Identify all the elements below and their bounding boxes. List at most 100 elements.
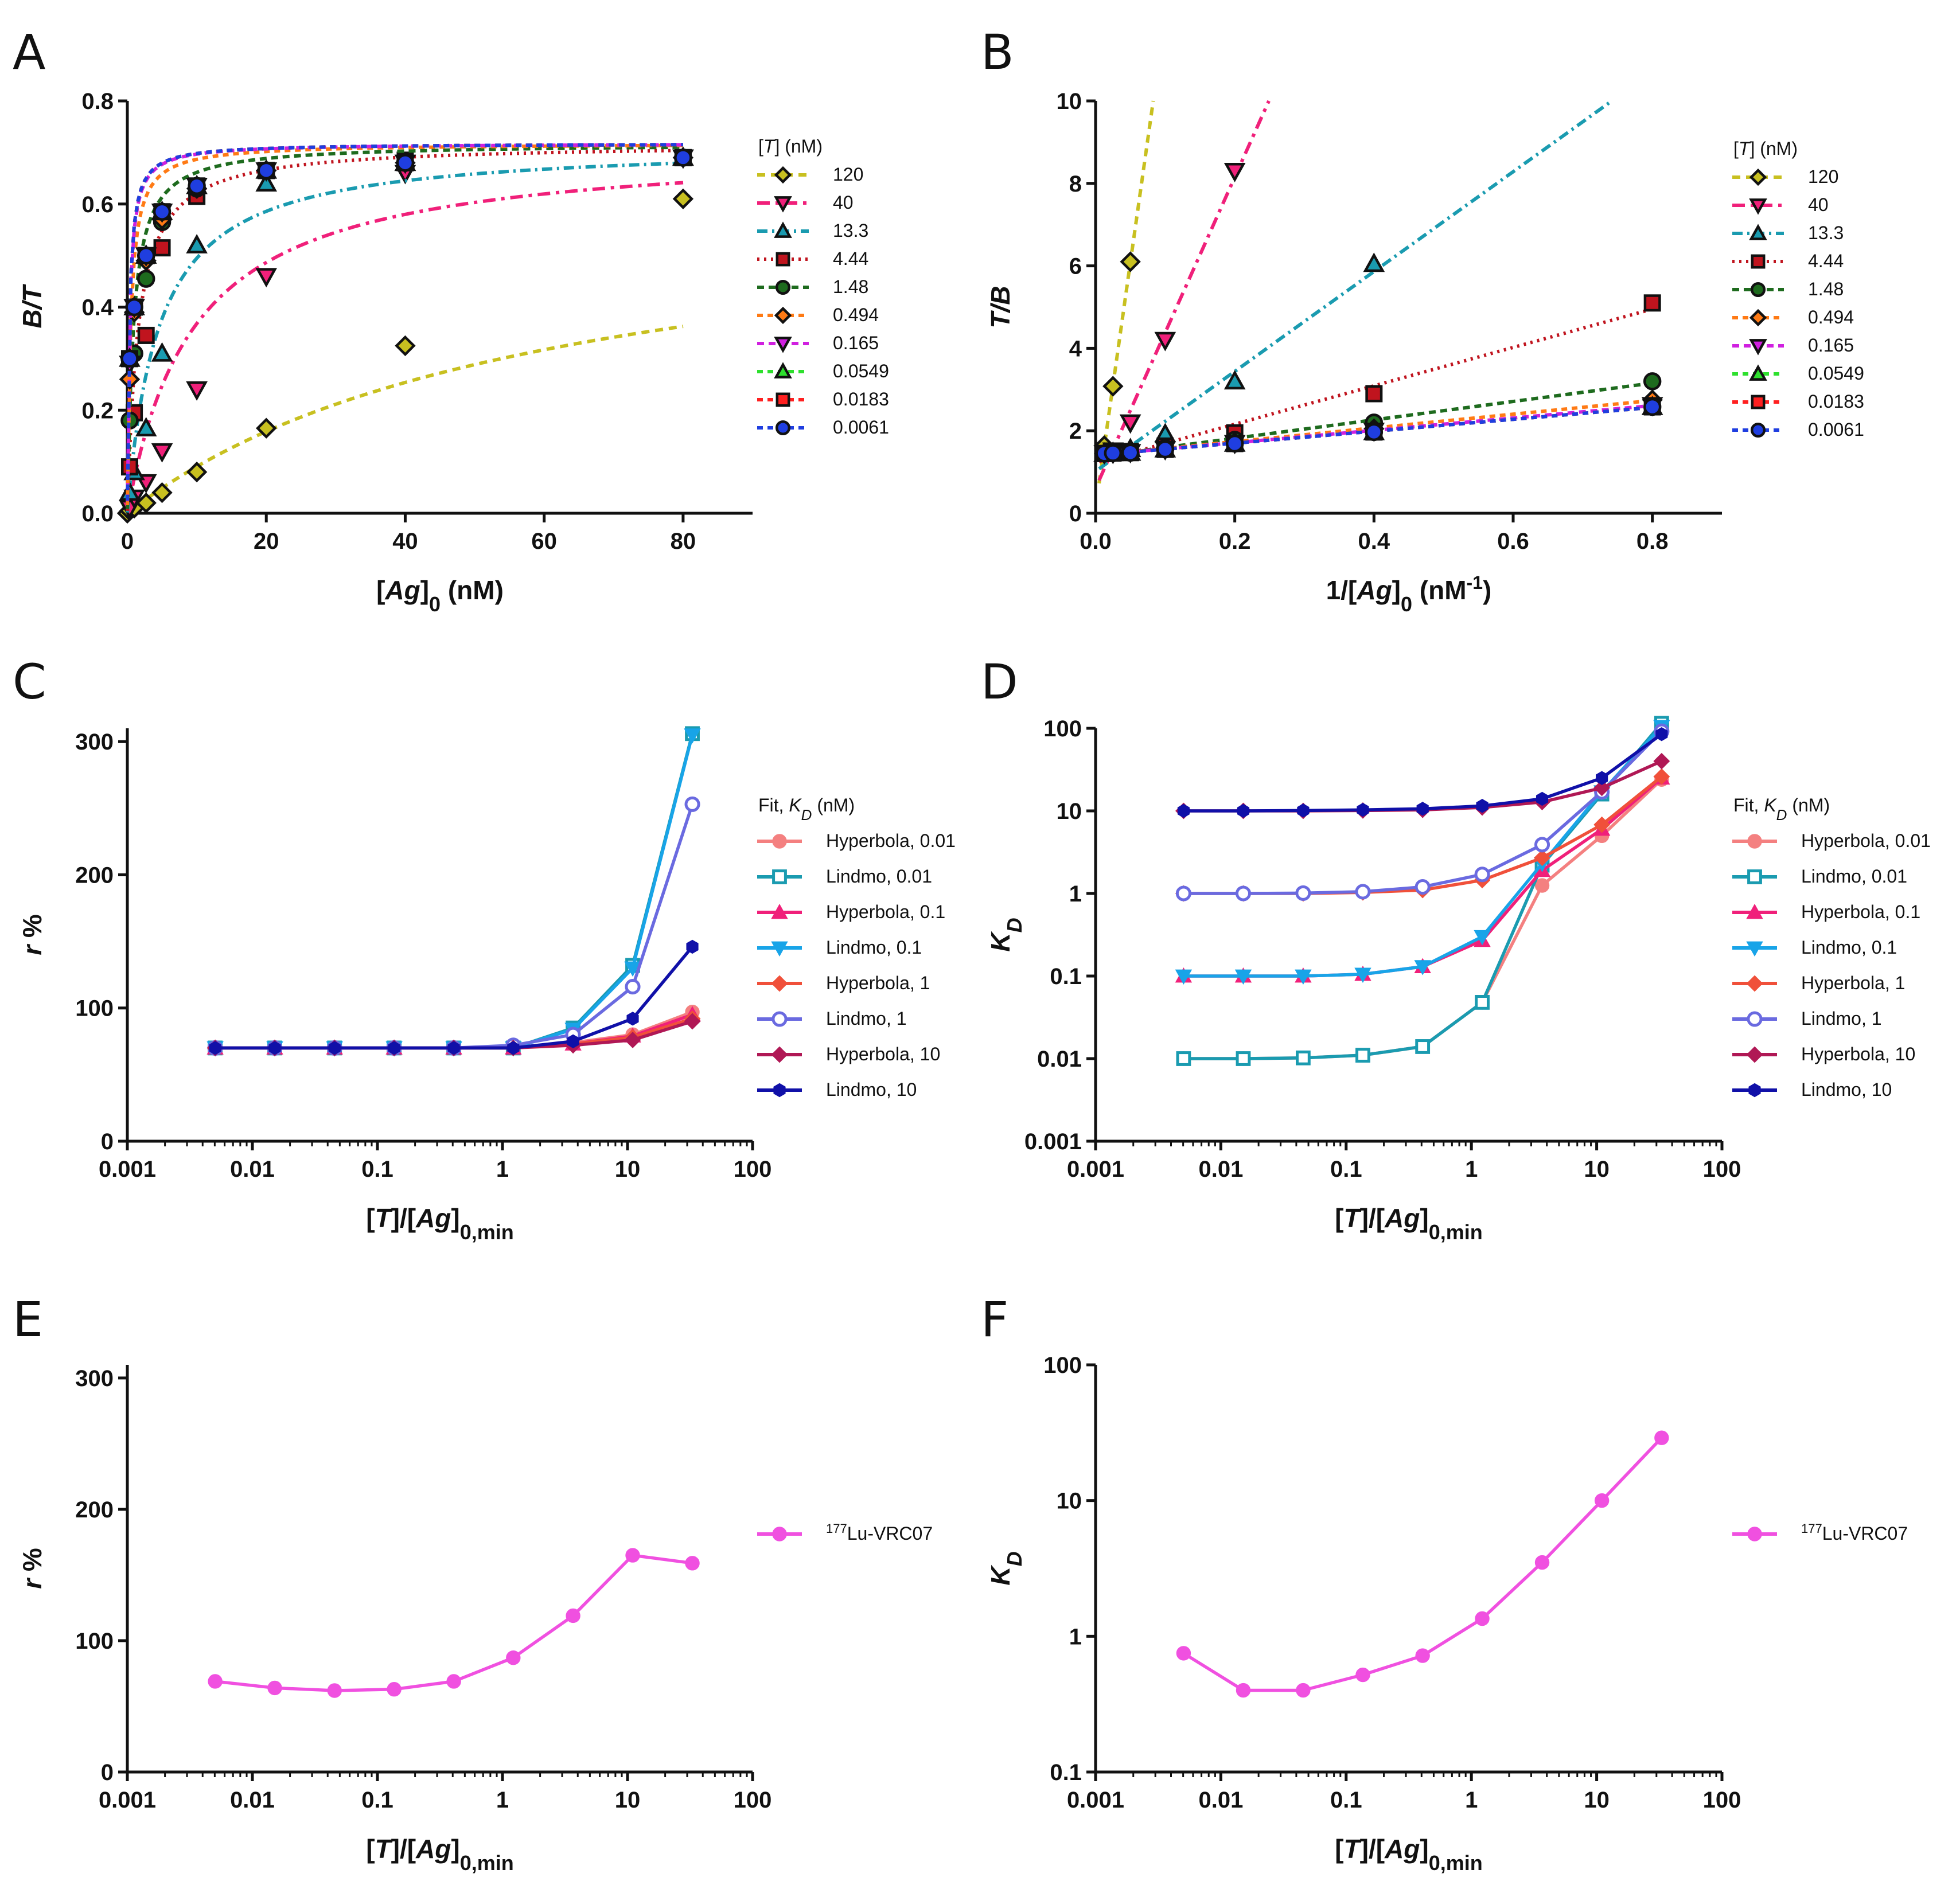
legend-marker [1746,975,1763,992]
panel-letter: A [13,24,45,80]
y-tick-label: 0.6 [81,192,114,217]
fit-line [1098,99,1613,470]
legend-label: 0.494 [833,305,879,325]
legend-title: Fit, KD (nM) [1733,795,1830,823]
data-point [186,461,208,483]
series-line [215,734,694,1050]
data-point [1354,967,1371,983]
data-point [1475,1611,1490,1626]
data-point [1234,969,1252,985]
x-axis-label: [T]/[Ag]0,min [1335,1203,1483,1244]
legend-marker [776,392,790,407]
y-tick-label: 0.4 [81,295,114,321]
data-point [119,481,141,501]
legend-marker [1751,395,1766,409]
y-axis-label: T/B [985,286,1015,328]
x-axis-label: [T]/[Ag]0,min [1335,1834,1483,1875]
x-tick-label: 100 [734,1787,772,1813]
legend-marker [1749,198,1767,215]
panel-e: E 0.001 0.01 0.1 1 10 100 0 100 200 300 [T]/[Ag]0,m… [13,1291,933,1875]
panel-a: A 0 20 40 60 80 0.0 0.2 0.4 0.6 0.8 [Ag]0 (nM) B/T [T… [13,24,889,616]
data-point [1596,771,1608,785]
series-40 [1093,100,1271,481]
x-tick-label: 0.4 [1358,529,1390,554]
x-tick-label: 1 [1465,1157,1478,1182]
legend-label: 0.0061 [833,417,889,438]
legend-title: Fit, KD (nM) [758,795,855,823]
data-point [446,1674,461,1689]
data-point [447,1041,460,1055]
panel-b: B 0.0 0.2 0.4 0.6 0.8 0 2 4 6 8 10 1/[Ag]0 (nM-1) T/B… [981,24,1864,616]
legend-marker [1746,903,1763,919]
x-tick-label: 100 [1703,1787,1741,1813]
legend-label: 4.44 [1808,251,1844,271]
legend-marker [1749,224,1767,240]
legend-label: 0.165 [833,333,879,353]
data-point [387,1682,402,1697]
data-point [255,268,278,288]
legend-label: Lindmo, 1 [1801,1008,1882,1029]
fit-line [1097,100,1155,484]
legend-label: 0.0061 [1808,419,1864,440]
data-point [566,1608,580,1623]
series-0-0549 [119,143,694,501]
x-tick-label: 10 [615,1157,641,1182]
x-axis-label: [T]/[Ag]0,min [366,1203,514,1244]
legend-marker [1749,309,1767,327]
legend-marker [775,279,791,295]
legend-title: [T] (nM) [758,136,823,157]
legend-label: 0.0183 [833,389,889,409]
data-point [1534,878,1550,893]
data-point [395,335,416,357]
x-tick-label: 0.1 [361,1157,393,1182]
x-tick-label: 80 [671,529,696,554]
panel-letter: C [13,654,46,710]
data-point [1415,879,1431,895]
x-tick-label: 0.01 [1198,1787,1243,1813]
series-line [1183,775,1663,895]
x-tick-label: 20 [254,529,279,554]
data-point [1475,995,1490,1010]
legend-marker [775,420,791,436]
x-axis-label: 1/[Ag]0 (nM-1) [1326,572,1492,616]
legend-label: 120 [1808,166,1838,187]
data-point [674,149,692,167]
legend-label: 40 [1808,194,1829,215]
legend-marker [771,975,788,992]
data-point [1643,397,1662,416]
data-point [1474,930,1491,946]
data-point [388,1041,400,1055]
data-point [267,1680,282,1696]
fit-line [126,145,684,509]
legend-label: Hyperbola, 1 [826,973,930,993]
legend-marker [774,362,792,378]
legend-marker [1748,1083,1761,1098]
fit-line [126,325,684,515]
data-point [1355,1667,1370,1683]
legend-marker [1747,834,1762,849]
x-tick-label: 10 [1584,1157,1610,1182]
data-point [684,728,701,744]
legend-label: 120 [833,164,863,185]
series-1-48 [120,145,692,509]
data-point [624,1032,641,1048]
series-line [1183,732,1663,813]
x-tick-label: 60 [531,529,557,554]
x-tick-label: 0.001 [99,1787,156,1813]
data-point [626,1012,639,1026]
data-point [137,270,155,288]
data-point [567,1034,579,1049]
panel-c: C 0.001 0.01 0.1 1 10 100 0 100 200 300 [T]/[Ag]0,m… [13,654,956,1244]
data-point [327,1683,342,1698]
data-point [151,443,173,463]
data-point [507,1041,520,1055]
data-point [1653,768,1670,785]
data-point [1365,423,1384,442]
data-point [1534,837,1550,853]
x-tick-label: 10 [615,1787,641,1813]
y-tick-label: 0.1 [1050,1760,1082,1785]
y-tick-label: 0 [101,1760,114,1785]
x-tick-label: 0.1 [1330,1787,1362,1813]
data-point [1236,1051,1251,1066]
legend-label: Lindmo, 1 [826,1008,907,1029]
